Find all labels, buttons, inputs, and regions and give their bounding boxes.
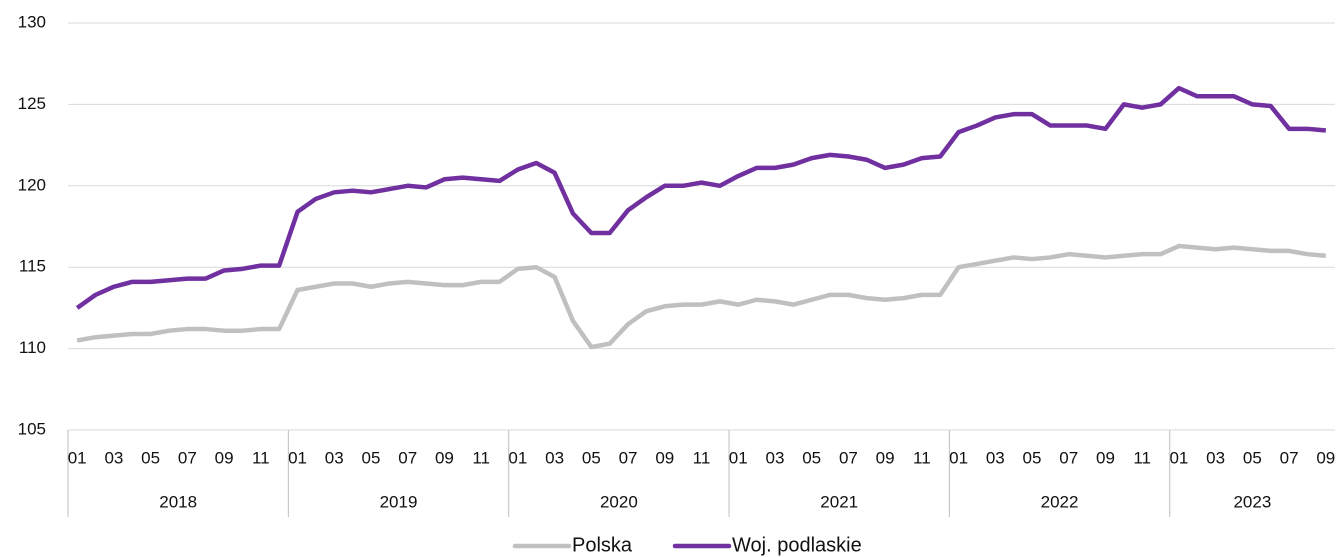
x-tick-label: 05 <box>362 448 381 467</box>
x-group-label: 2018 <box>159 492 197 511</box>
y-tick-label: 130 <box>18 12 46 31</box>
x-tick-label: 05 <box>802 448 821 467</box>
x-tick-label: 01 <box>508 448 527 467</box>
x-tick-label: 03 <box>1206 448 1225 467</box>
x-group-label: 2019 <box>380 492 418 511</box>
x-group-label: 2023 <box>1233 492 1271 511</box>
x-tick-label: 01 <box>68 448 87 467</box>
y-tick-label: 120 <box>18 175 46 194</box>
x-tick-label: 11 <box>913 448 931 467</box>
x-tick-label: 09 <box>1096 448 1115 467</box>
x-group-label: 2021 <box>820 492 858 511</box>
series-line <box>75 85 1327 310</box>
x-tick-label: 01 <box>949 448 968 467</box>
x-tick-label: 09 <box>876 448 895 467</box>
x-tick-label: 01 <box>729 448 748 467</box>
series-line <box>76 243 1327 350</box>
x-tick-label: 01 <box>1169 448 1188 467</box>
x-tick-label: 07 <box>178 448 197 467</box>
x-tick-label: 09 <box>435 448 454 467</box>
x-tick-label: 05 <box>1023 448 1042 467</box>
x-tick-label: 03 <box>765 448 784 467</box>
x-tick-label: 11 <box>472 448 490 467</box>
x-group-label: 2020 <box>600 492 638 511</box>
y-tick-label: 105 <box>18 419 46 438</box>
x-tick-label: 05 <box>141 448 160 467</box>
x-tick-label: 03 <box>325 448 344 467</box>
x-group-label: 2022 <box>1041 492 1079 511</box>
x-tick-label: 07 <box>398 448 417 467</box>
x-tick-label: 07 <box>619 448 638 467</box>
y-tick-label: 115 <box>19 257 46 276</box>
y-tick-label: 125 <box>18 94 46 113</box>
x-tick-label: 11 <box>252 448 270 467</box>
x-tick-label: 07 <box>1280 448 1299 467</box>
x-tick-label: 11 <box>1133 448 1151 467</box>
x-tick-label: 05 <box>1243 448 1262 467</box>
x-tick-label: 09 <box>655 448 674 467</box>
x-tick-label: 09 <box>1316 448 1335 467</box>
x-tick-label: 03 <box>104 448 123 467</box>
legend-label: Polska <box>572 534 633 556</box>
x-tick-label: 07 <box>1059 448 1078 467</box>
y-tick-label: 110 <box>19 338 46 357</box>
x-tick-label: 03 <box>986 448 1005 467</box>
x-tick-label: 07 <box>839 448 858 467</box>
legend-label: Woj. podlaskie <box>732 534 862 556</box>
x-tick-label: 11 <box>693 448 711 467</box>
x-tick-label: 01 <box>288 448 307 467</box>
x-tick-label: 09 <box>215 448 234 467</box>
x-tick-label: 05 <box>582 448 601 467</box>
x-tick-label: 03 <box>545 448 564 467</box>
